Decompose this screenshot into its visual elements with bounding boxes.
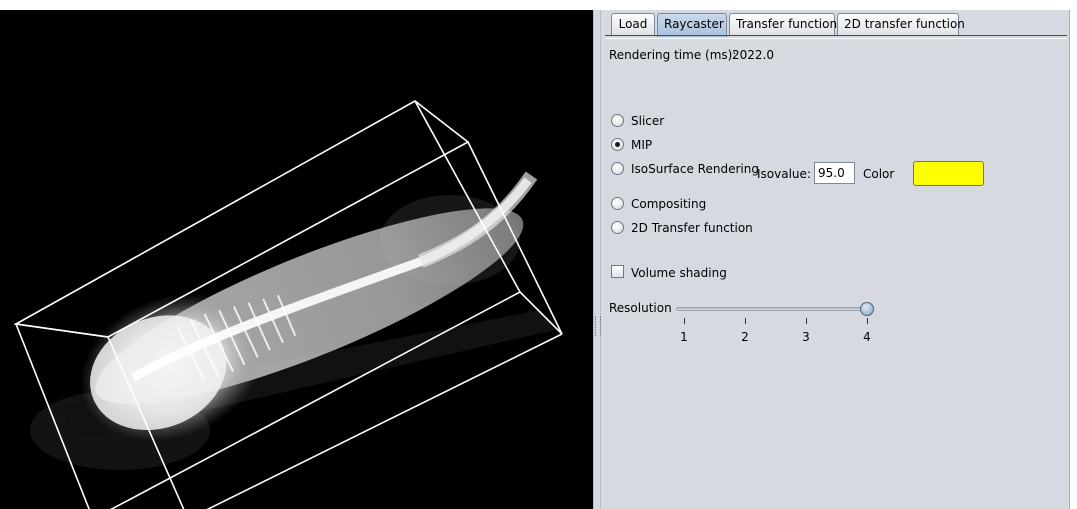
resolution-tick <box>684 318 685 324</box>
specimen-render <box>80 171 538 442</box>
tab-raycaster[interactable]: Raycaster <box>657 13 727 37</box>
resolution-tick <box>867 318 868 324</box>
render-viewport[interactable] <box>0 10 593 509</box>
radio-2d-transfer-function[interactable] <box>611 221 624 234</box>
radio-isosurface-label: IsoSurface Rendering <box>631 162 759 176</box>
radio-2d-transfer-function-label: 2D Transfer function <box>631 221 753 235</box>
bounding-box <box>13 100 563 509</box>
radio-slicer-label: Slicer <box>631 114 665 128</box>
isovalue-label: Isovalue: <box>757 167 811 181</box>
resolution-slider-thumb[interactable] <box>860 302 874 316</box>
volume-shading-checkbox[interactable] <box>611 265 624 278</box>
resolution-tick-label: 4 <box>863 330 871 344</box>
radio-mip[interactable] <box>611 138 624 151</box>
resolution-tick-label: 1 <box>680 330 688 344</box>
tab-load[interactable]: Load <box>611 13 655 35</box>
radio-isosurface[interactable] <box>611 162 624 175</box>
iso-color-label: Color <box>863 167 895 181</box>
volume-shading-label: Volume shading <box>631 266 727 280</box>
split-pane-divider[interactable] <box>593 10 601 509</box>
resolution-tick <box>806 318 807 324</box>
tab-transfer-function[interactable]: Transfer function <box>729 13 837 35</box>
radio-compositing-label: Compositing <box>631 197 707 211</box>
volume-render-canvas <box>13 100 563 509</box>
resolution-tick-label: 2 <box>741 330 749 344</box>
rendering-time-label: Rendering time (ms): <box>609 48 737 62</box>
radio-slicer[interactable] <box>611 114 624 127</box>
resolution-slider-track[interactable] <box>676 307 868 311</box>
isovalue-input[interactable]: 95.0 <box>814 162 855 184</box>
resolution-tick <box>745 318 746 324</box>
raycaster-panel: Load Raycaster Transfer function 2D tran… <box>601 10 1069 509</box>
resolution-label: Resolution <box>609 301 672 315</box>
tab-underline <box>605 35 1067 39</box>
window-edge <box>1069 10 1077 509</box>
tab-2d-transfer-function[interactable]: 2D transfer function <box>837 13 965 35</box>
divider-grip[interactable] <box>595 316 601 336</box>
rendering-time-value: 2022.0 <box>732 48 774 62</box>
iso-color-swatch[interactable] <box>913 161 984 186</box>
resolution-tick-label: 3 <box>802 330 810 344</box>
radio-mip-label: MIP <box>631 138 653 152</box>
radio-compositing[interactable] <box>611 197 624 210</box>
